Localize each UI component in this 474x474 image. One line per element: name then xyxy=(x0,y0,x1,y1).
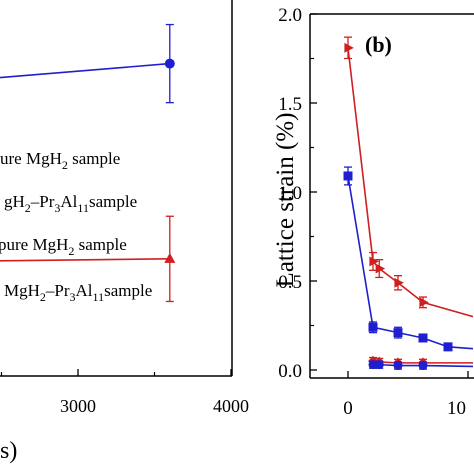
panel-b-ytick-label-1.0: 1.0 xyxy=(278,183,302,204)
panel-b-series-2-point-0 xyxy=(343,171,353,181)
panel-a-legend-2-part: Al xyxy=(60,192,77,211)
panel-b-label: (b) xyxy=(365,32,392,57)
panel-b-series-2-point-3 xyxy=(418,333,428,343)
panel-a-xtick-label-3000: 3000 xyxy=(60,396,96,416)
panel-b-ytick-label-0.5: 0.5 xyxy=(278,272,302,293)
panel-b-ytick-label-1.5: 1.5 xyxy=(278,94,302,115)
panel-a-legend-2-part: gH xyxy=(4,192,25,211)
panel-a-series-1-line xyxy=(0,62,170,79)
panel-a-legend-3-part: 2 xyxy=(68,244,74,258)
panel-a-legend-2-part: 3 xyxy=(54,201,60,215)
panel-a-legend-1-part: 2 xyxy=(62,158,68,172)
panel-a-xlabel: s) xyxy=(0,438,17,464)
panel-b-series-1-point-4 xyxy=(419,297,429,308)
panel-b-series-2-point-4 xyxy=(443,342,453,352)
panel-a-legend-2-part: 2 xyxy=(25,201,31,215)
panel-a-legend-1-part: ure MgH xyxy=(0,149,62,168)
panel-a-legend-3: pure MgH2 sample xyxy=(0,235,127,258)
panel-a-series-2-line xyxy=(0,258,170,262)
panel-a-legend-4-part: 11 xyxy=(93,290,105,304)
panel-a-legend-4-part: –Pr xyxy=(45,281,70,300)
panel-b-series-4-point-0 xyxy=(368,360,378,370)
panel-a-series-1-point xyxy=(164,58,175,69)
panel-b-series-2-point-2 xyxy=(393,328,403,338)
panel-a-legend-2-part: 11 xyxy=(77,201,89,215)
panel-a-legend-2: gH2–Pr3Al11sample xyxy=(4,192,137,215)
panel-b-series-2-point-1 xyxy=(368,322,378,332)
panel-a-legend-4-part: sample xyxy=(104,281,152,300)
panel-a-legend-4-part: Al xyxy=(76,281,93,300)
panel-b-series-1-line xyxy=(347,47,474,318)
panel-b-ylabel: Lattice strain (%) xyxy=(272,113,299,288)
panel-a-legend-1: ure MgH2 sample xyxy=(0,149,120,172)
panel-b-series-1-point-2 xyxy=(375,263,386,274)
panel-a-legend-2-part: –Pr xyxy=(30,192,55,211)
panel-a-legend-4: MgH2–Pr3Al11sample xyxy=(4,281,152,304)
panel-b-ytick-label-2.0: 2.0 xyxy=(278,5,302,26)
panel-a-legend-4-part: 2 xyxy=(40,290,46,304)
panel-a-legend-2-part: sample xyxy=(89,192,137,211)
panel-b-xtick-label-100: 10 xyxy=(447,398,466,419)
panel-a-legend-4-part: 3 xyxy=(70,290,76,304)
panel-b-ytick-label-0.0: 0.0 xyxy=(278,361,302,382)
panel-a-series-2-point xyxy=(164,252,176,263)
panel-b-series-4-point-1 xyxy=(374,360,384,370)
panel-b-series-4-point-3 xyxy=(418,361,428,371)
panel-b-series-1-point-1 xyxy=(369,256,379,267)
panel-a-legend-1-part: sample xyxy=(68,149,120,168)
panel-b-series-1-point-3 xyxy=(394,277,404,288)
panel-b-xtick-label-0: 0 xyxy=(343,398,353,419)
panel-b-series-1-point-0 xyxy=(344,42,354,53)
panel-a-legend-3-part: pure MgH xyxy=(0,235,68,254)
panel-b-series-4-point-2 xyxy=(393,361,403,371)
panel-a-xtick-label-4000: 4000 xyxy=(213,396,249,416)
panel-a-legend-3-part: sample xyxy=(74,235,126,254)
panel-a-legend-4-part: MgH xyxy=(4,281,40,300)
